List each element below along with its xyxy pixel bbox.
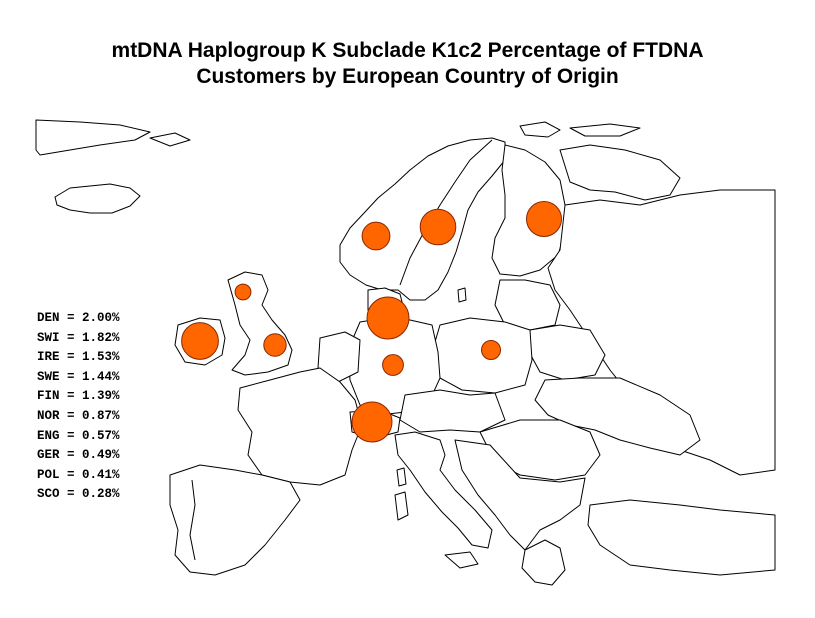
- france-land: [237, 367, 363, 486]
- sicily-land: [444, 551, 479, 569]
- legend-row-den: DEN = 2.00%: [37, 311, 120, 325]
- marker-nor: [361, 221, 391, 251]
- corsica-land: [396, 467, 407, 487]
- sardinia-land: [394, 491, 409, 521]
- arctic-island-2: [569, 123, 641, 137]
- legend-row-ire: IRE = 1.53%: [37, 350, 120, 365]
- ukraine-land: [534, 377, 701, 456]
- legend-row-swi: SWI = 1.82%: [37, 330, 120, 345]
- legend-row-sco: SCO = 0.28%: [37, 487, 120, 502]
- marker-swe: [419, 208, 457, 246]
- marker-pol: [481, 340, 501, 360]
- legend-row-swe: SWE = 1.44%: [37, 369, 120, 384]
- norway-sweden-border: [399, 139, 493, 286]
- balkans-land: [454, 439, 586, 551]
- map-title-line-1: mtDNA Haplogroup K Subclade K1c2 Percent…: [111, 39, 704, 62]
- marker-ire: [181, 322, 219, 360]
- italy-land: [394, 431, 493, 549]
- baltics-land: [494, 279, 561, 331]
- marker-fin: [526, 201, 562, 237]
- percentage-markers: [181, 201, 562, 443]
- gotland-land: [457, 287, 467, 303]
- legend-row-fin: FIN = 1.39%: [37, 389, 120, 404]
- legend-row-pol: POL = 0.41%: [37, 467, 120, 482]
- legend-row-nor: NOR = 0.87%: [37, 408, 120, 423]
- central-europe-land: [399, 389, 506, 433]
- marker-eng: [263, 333, 287, 357]
- greece-land: [521, 539, 566, 586]
- marker-den: [366, 296, 410, 340]
- iceland-land: [54, 183, 141, 214]
- legend-row-eng: ENG = 0.57%: [37, 428, 120, 443]
- portugal-border: [189, 479, 196, 561]
- poland-land: [431, 317, 533, 394]
- kola-land: [559, 144, 681, 201]
- greenland-land: [35, 119, 151, 156]
- legend-row-ger: GER = 0.49%: [37, 448, 120, 463]
- marker-swi: [351, 401, 393, 443]
- iberia-land: [169, 464, 301, 576]
- marker-ger: [382, 354, 404, 376]
- turkey-land: [587, 499, 776, 576]
- arctic-island: [149, 132, 191, 147]
- svalbard-land: [519, 121, 561, 138]
- map-title-line-2: Customers by European Country of Origin: [196, 65, 619, 88]
- marker-sco: [234, 283, 252, 301]
- legend: DEN = 2.00% SWI = 1.82% IRE = 1.53% SWE …: [37, 309, 120, 505]
